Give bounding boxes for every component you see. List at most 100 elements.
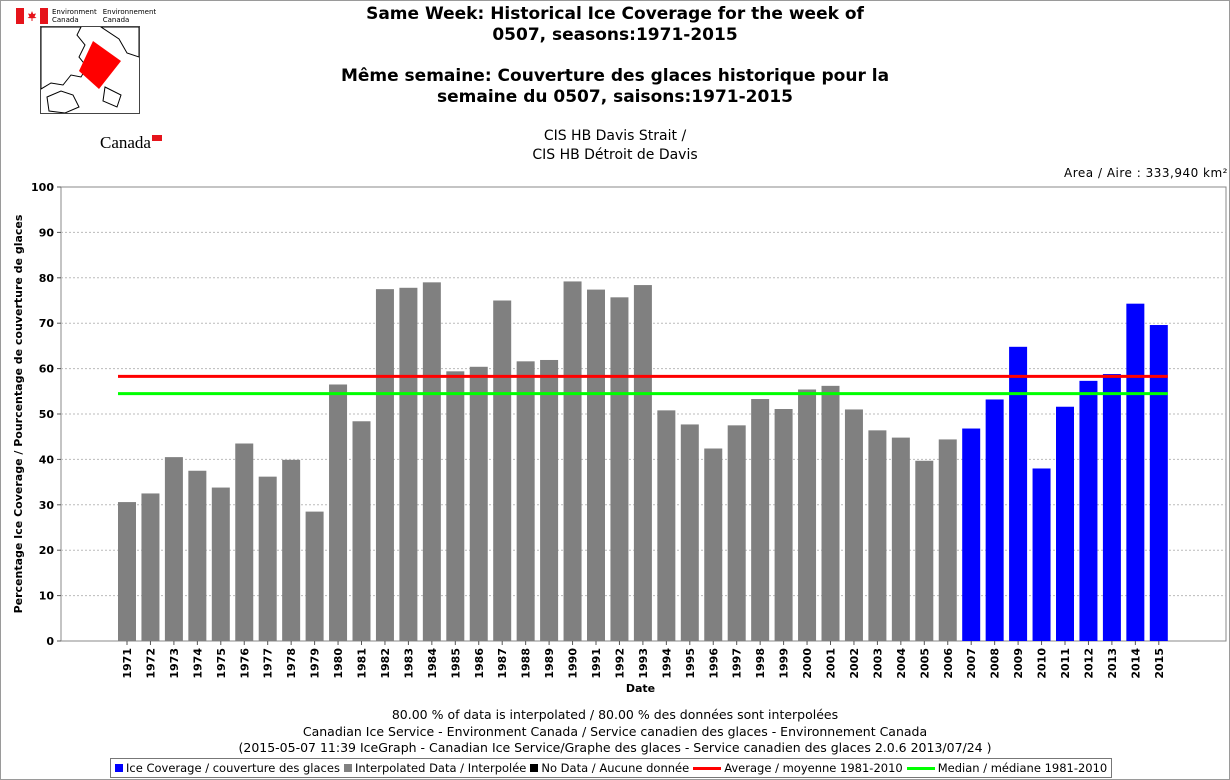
- source-note: Canadian Ice Service - Environment Canad…: [302, 724, 928, 739]
- bar-1992: [610, 297, 629, 641]
- title-en-line1: Same Week: Historical Ice Coverage for t…: [366, 4, 864, 24]
- x-tick-label: 2012: [1082, 648, 1095, 679]
- x-tick-label: 2015: [1153, 648, 1166, 679]
- bar-2012: [1079, 380, 1098, 641]
- canada-flag-icon: [16, 8, 48, 24]
- bar-2007: [962, 428, 981, 641]
- x-tick-label: 2007: [965, 648, 978, 679]
- x-tick-label: 2013: [1106, 648, 1119, 679]
- x-tick-label: 1986: [473, 648, 486, 679]
- x-tick-label: 1980: [332, 648, 345, 679]
- x-tick-label: 1982: [379, 648, 392, 679]
- x-tick-label: 1971: [121, 648, 134, 679]
- x-tick-label: 1981: [356, 648, 369, 679]
- y-tick-label: 10: [39, 590, 55, 603]
- y-axis-label: Percentage Ice Coverage / Pourcentage de…: [12, 214, 25, 613]
- y-tick-label: 70: [39, 317, 55, 330]
- x-tick-label: 1990: [567, 648, 580, 679]
- bar-2014: [1126, 303, 1145, 641]
- region-locator-map: [40, 26, 140, 114]
- y-tick-label: 60: [39, 363, 55, 376]
- y-tick-label: 100: [31, 181, 54, 194]
- bar-1986: [469, 366, 488, 641]
- bar-1990: [563, 281, 582, 641]
- legend-swatch: [693, 766, 722, 770]
- x-tick-label: 1975: [215, 648, 228, 679]
- y-tick-label: 30: [39, 499, 55, 512]
- ice-coverage-chart: 0 10 20 30 40 50 60 70 80 90 100 Percentage Ice Cov…: [12, 181, 1227, 695]
- x-tick-label: 1976: [238, 648, 251, 679]
- bar-2002: [844, 409, 863, 641]
- bar-1981: [352, 421, 371, 641]
- x-tick-label: 1988: [520, 648, 533, 679]
- bar-1994: [657, 410, 676, 641]
- bar-1984: [422, 282, 441, 641]
- dept-en: Environment Canada: [52, 8, 97, 24]
- x-tick-label: 1992: [613, 648, 626, 679]
- x-tick-label: 2006: [942, 648, 955, 679]
- x-tick-label: 1984: [426, 648, 439, 679]
- y-tick-label: 80: [39, 272, 55, 285]
- region-name: CIS HB Davis Strait / CIS HB Détroit de …: [300, 127, 930, 165]
- x-tick-label: 2000: [801, 648, 814, 679]
- legend-item: Ice Coverage / couverture des glaces: [115, 761, 340, 775]
- x-tick-label: 1993: [637, 648, 650, 679]
- legend-label: Median / médiane 1981-2010: [937, 761, 1108, 775]
- bar-1978: [282, 459, 301, 641]
- title-en-line2: 0507, seasons:1971-2015: [492, 25, 738, 45]
- x-tick-label: 2014: [1129, 648, 1142, 679]
- x-tick-label: 2008: [989, 648, 1002, 679]
- region-line2: CIS HB Détroit de Davis: [532, 147, 698, 163]
- legend-item: Average / moyenne 1981-2010: [693, 761, 903, 775]
- y-tick-label: 90: [39, 226, 55, 239]
- x-tick-label: 2009: [1012, 648, 1025, 679]
- x-tick-label: 1972: [144, 648, 157, 679]
- legend-item: Median / médiane 1981-2010: [906, 761, 1108, 775]
- x-tick-label: 1978: [285, 648, 298, 679]
- x-tick-label: 2005: [918, 648, 931, 679]
- y-tick-label: 0: [46, 635, 54, 648]
- x-tick-label: 1987: [496, 648, 509, 679]
- canada-wordmark: Canada: [100, 133, 162, 153]
- bar-1991: [587, 289, 605, 641]
- dept-fr: Environnement Canada: [102, 8, 157, 24]
- bar-2003: [868, 430, 887, 641]
- bar-1985: [446, 371, 465, 641]
- legend-label: Average / moyenne 1981-2010: [724, 761, 903, 775]
- bar-1996: [704, 448, 723, 641]
- region-line1: CIS HB Davis Strait /: [543, 128, 687, 144]
- bar-1974: [188, 470, 207, 641]
- bar-1971: [118, 502, 136, 641]
- x-tick-label: 1991: [590, 648, 603, 679]
- bar-2004: [891, 437, 910, 641]
- y-tick-label: 40: [39, 453, 55, 466]
- bar-1993: [633, 285, 652, 641]
- x-tick-label: 2010: [1036, 648, 1049, 679]
- x-tick-label: 2011: [1059, 648, 1072, 679]
- legend-label: Ice Coverage / couverture des glaces: [126, 761, 340, 775]
- bar-2011: [1056, 406, 1074, 641]
- bar-1972: [141, 493, 160, 641]
- title-en: Same Week: Historical Ice Coverage for t…: [300, 4, 930, 46]
- chart-legend: Ice Coverage / couverture des glaces Inte…: [110, 758, 1113, 778]
- legend-swatch: [906, 766, 935, 770]
- bar-1973: [164, 457, 183, 641]
- title-fr-line2: semaine du 0507, saisons:1971-2015: [436, 87, 793, 107]
- x-tick-label: 1985: [449, 648, 462, 679]
- bar-1979: [305, 511, 324, 641]
- x-tick-label: 1996: [707, 648, 720, 679]
- x-tick-label: 2004: [895, 648, 908, 679]
- x-axis-label: Date: [626, 682, 655, 695]
- x-tick-label: 1979: [309, 648, 322, 679]
- x-tick-label: 1994: [660, 648, 673, 679]
- bar-2009: [1009, 346, 1028, 641]
- bar-1998: [751, 399, 770, 641]
- department-name: Environment Canada Environnement Canada: [52, 8, 156, 24]
- interpolation-note: 80.00 % of data is interpolated / 80.00 …: [391, 707, 839, 722]
- x-tick-label: 2001: [825, 648, 838, 679]
- bar-1999: [774, 409, 793, 641]
- x-tick-label: 1995: [684, 648, 697, 679]
- x-tick-label: 1999: [778, 648, 791, 679]
- bar-2001: [821, 385, 840, 641]
- area-label: Area / Aire : 333,940 km²: [1064, 166, 1228, 180]
